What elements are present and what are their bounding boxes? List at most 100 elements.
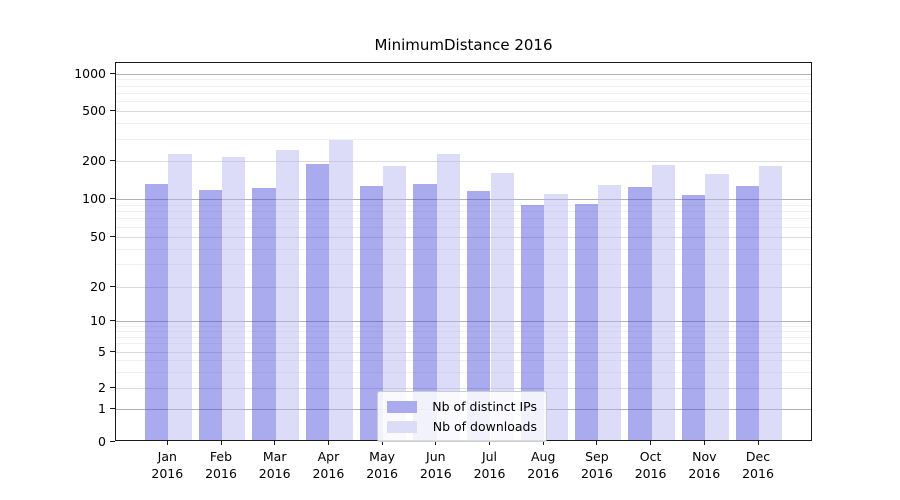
bar-distinct-ips-apr (306, 163, 330, 440)
x-tick-label: Jan 2016 (151, 449, 184, 481)
y-tick-label: 200 (82, 153, 106, 169)
y-tick-label: 100 (82, 190, 106, 206)
y-tick-label: 2 (98, 380, 106, 395)
y-tick-label: 5 (98, 343, 106, 359)
x-tick-mark (596, 441, 598, 445)
decade-gridline (116, 198, 811, 200)
x-tick-label: Nov 2016 (688, 449, 721, 481)
bar-downloads-aug (544, 194, 568, 440)
bar-distinct-ips-feb (198, 189, 222, 440)
y-tick-label: 1000 (74, 65, 106, 81)
bar-distinct-ips-may (359, 185, 384, 440)
x-tick-label: Mar 2016 (258, 449, 291, 481)
bar-distinct-ips-dec (735, 186, 759, 440)
legend-item-downloads: Nb of downloads (387, 418, 537, 435)
bar-downloads-oct (651, 164, 675, 440)
decade-gridline (116, 321, 811, 322)
bar-downloads-feb (222, 157, 246, 440)
x-tick-mark (489, 441, 490, 445)
y-tick-mark (110, 440, 115, 442)
minor-gridline (116, 101, 811, 103)
bar-distinct-ips-sep (574, 204, 598, 440)
x-tick-mark (274, 441, 276, 445)
bar-downloads-mar (275, 149, 300, 440)
bar-downloads-jan (168, 154, 192, 440)
bar-downloads-may (383, 166, 407, 440)
y-tick-mark (110, 160, 115, 162)
bar-distinct-ips-mar (252, 187, 276, 440)
x-tick-label: Dec 2016 (742, 449, 774, 481)
legend: Nb of distinct IPs Nb of downloads (377, 391, 547, 442)
minor-gridline (116, 360, 811, 362)
legend-label-distinct-ips: Nb of distinct IPs (432, 399, 537, 414)
y-tick-mark (110, 110, 115, 111)
bar-downloads-jun (436, 154, 461, 440)
x-tick-mark (220, 441, 222, 445)
minor-gridline (116, 218, 811, 220)
x-tick-mark (542, 441, 544, 445)
y-tick-mark (110, 408, 115, 409)
bar-downloads-nov (705, 173, 729, 440)
major-gridline (116, 388, 811, 389)
legend-swatch-distinct-ips (387, 400, 417, 413)
x-tick-label: Jun 2016 (419, 449, 452, 481)
x-tick-mark (166, 441, 168, 445)
plot-area (115, 62, 812, 441)
x-tick-mark (757, 441, 759, 445)
minor-gridline (116, 248, 811, 250)
decade-gridline (116, 73, 811, 75)
bar-downloads-sep (597, 185, 622, 440)
minor-gridline (116, 79, 811, 81)
x-tick-label: Oct 2016 (634, 449, 667, 481)
bar-distinct-ips-nov (681, 195, 706, 440)
y-tick-label: 500 (82, 103, 106, 118)
y-tick-mark (110, 387, 115, 388)
major-gridline (116, 161, 811, 163)
minor-gridline (116, 371, 811, 373)
x-tick-label: Feb 2016 (205, 449, 237, 481)
minor-gridline (116, 204, 811, 206)
y-tick-label: 50 (90, 228, 106, 244)
x-tick-label: Apr 2016 (312, 449, 345, 481)
legend-item-distinct-ips: Nb of distinct IPs (387, 398, 537, 415)
x-tick-label: Aug 2016 (527, 449, 560, 481)
y-tick-mark (110, 285, 115, 287)
major-gridline (116, 351, 811, 353)
y-tick-mark (110, 320, 115, 321)
y-tick-label: 20 (90, 278, 106, 294)
minor-gridline (116, 92, 811, 94)
x-tick-mark (327, 441, 329, 445)
minor-gridline (116, 210, 811, 212)
x-tick-mark (703, 441, 705, 445)
bar-distinct-ips-aug (520, 204, 545, 440)
bar-downloads-apr (329, 139, 353, 440)
bar-distinct-ips-oct (628, 186, 652, 440)
legend-label-downloads: Nb of downloads (432, 419, 537, 434)
minor-gridline (116, 343, 811, 345)
y-tick-label: 0 (98, 433, 106, 449)
y-tick-mark (110, 72, 115, 74)
x-tick-label: May 2016 (366, 449, 398, 481)
bar-distinct-ips-jan (144, 183, 169, 440)
major-gridline (116, 111, 811, 112)
minor-gridline (116, 336, 811, 338)
chart-title: MinimumDistance 2016 (374, 36, 553, 54)
y-tick-label: 1 (98, 401, 106, 416)
bar-downloads-dec (759, 166, 783, 440)
minor-gridline (116, 325, 811, 327)
minor-gridline (116, 85, 811, 87)
minor-gridline (116, 138, 811, 140)
x-tick-label: Jul 2016 (473, 449, 506, 481)
y-tick-label: 10 (90, 313, 106, 328)
minor-gridline (116, 226, 811, 228)
minor-gridline (116, 330, 811, 332)
bar-distinct-ips-jul (467, 191, 491, 440)
y-tick-mark (110, 350, 115, 352)
major-gridline (116, 286, 811, 288)
bar-downloads-jul (490, 172, 514, 440)
y-tick-mark (110, 197, 115, 199)
minor-gridline (116, 264, 811, 266)
minor-gridline (116, 123, 811, 125)
x-tick-label: Sep 2016 (580, 449, 613, 481)
